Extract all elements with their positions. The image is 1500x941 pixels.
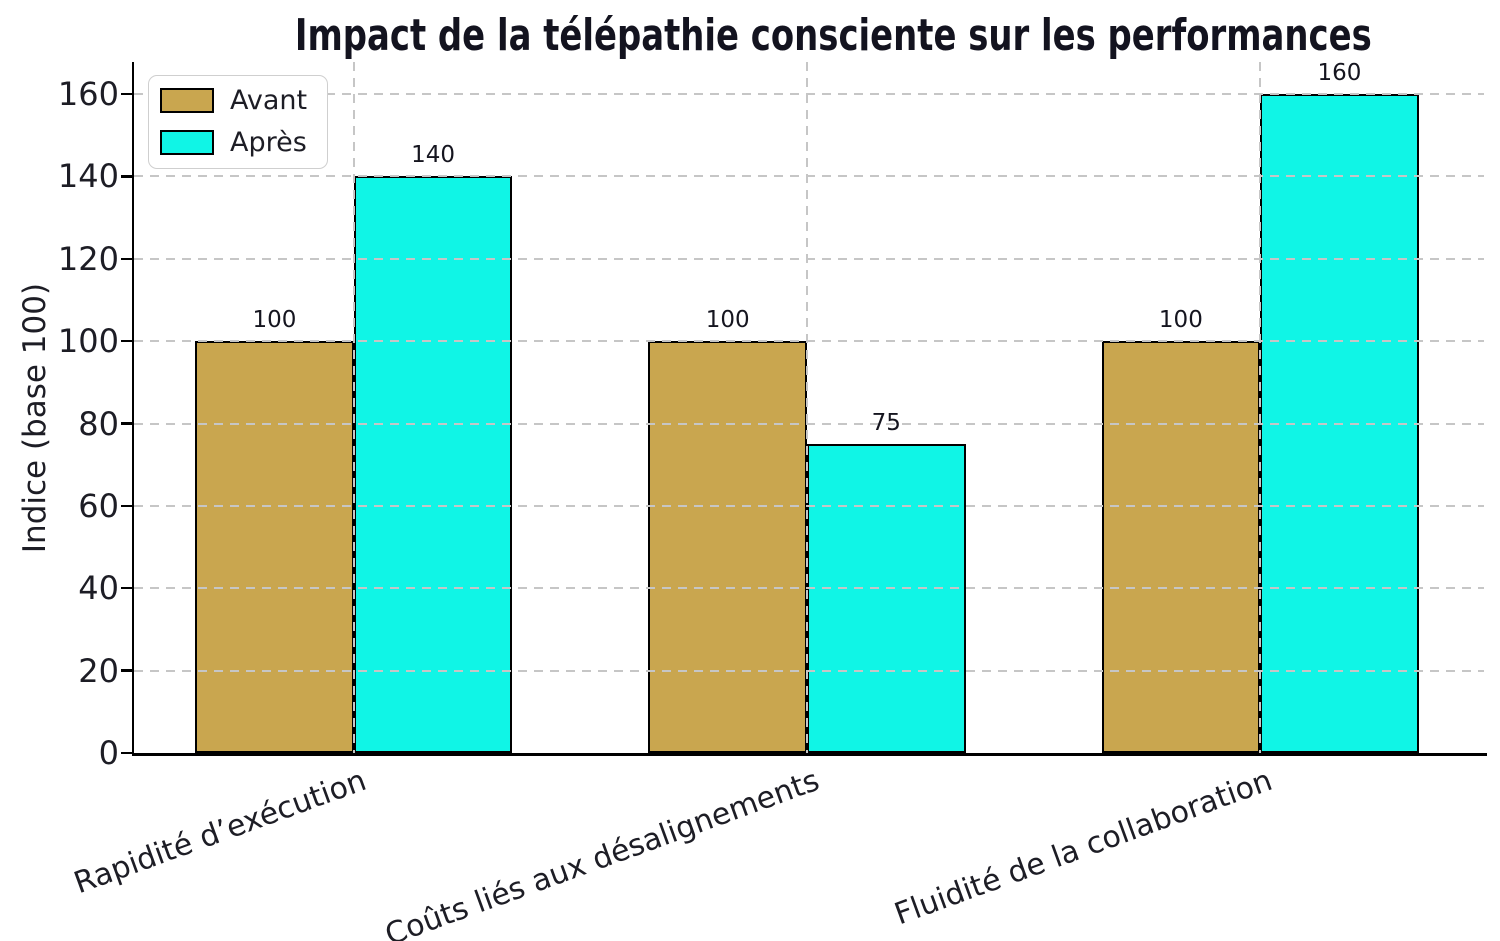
y-tick-label: 160: [57, 75, 119, 114]
y-tick-label: 0: [98, 734, 119, 772]
legend-label-apres: Après: [230, 127, 307, 158]
y-tick: [121, 669, 132, 672]
legend-swatch-apres: [160, 130, 214, 155]
gridline-h: [134, 93, 1484, 96]
x-tick-label: Fluidité de la collaboration: [890, 763, 1278, 933]
y-tick: [121, 587, 132, 590]
gridline-v: [1259, 62, 1262, 753]
legend-swatch-avant: [160, 88, 214, 113]
gridline-v: [806, 62, 808, 753]
legend-item-apres: Après: [160, 129, 307, 156]
bar-après-0: [353, 176, 513, 753]
x-tick-label: Rapidité d’exécution: [69, 763, 371, 902]
y-tick: [121, 92, 132, 96]
bar-value-label: 75: [871, 410, 901, 437]
bar-avant-0: [195, 341, 354, 753]
bar-value-label: 160: [1317, 60, 1362, 87]
y-tick-label: 80: [78, 404, 119, 443]
y-tick-label: 60: [78, 486, 119, 525]
gridline-h: [134, 257, 1484, 260]
bar-value-label: 100: [1158, 307, 1203, 334]
x-axis-spine: [132, 753, 1487, 756]
chart-title: Impact de la télépathie consciente sur l…: [134, 10, 1484, 61]
y-tick-label: 100: [57, 322, 119, 361]
legend-label-avant: Avant: [230, 85, 308, 116]
y-tick: [121, 340, 132, 343]
gridline-h: [134, 504, 1484, 507]
y-tick: [121, 175, 132, 178]
legend-item-avant: Avant: [160, 87, 307, 114]
bar-value-label: 100: [705, 307, 750, 334]
gridline-h: [134, 587, 1484, 590]
y-tick-label: 20: [78, 651, 119, 690]
gridline-h: [134, 669, 1484, 672]
y-tick: [121, 504, 132, 508]
bar-avant-1: [648, 341, 807, 753]
gridline-h: [134, 340, 1484, 343]
legend: Avant Après: [148, 75, 329, 169]
y-axis-spine: [132, 62, 135, 755]
y-tick: [121, 751, 132, 755]
y-tick-label: 140: [57, 157, 119, 196]
gridline-h: [134, 175, 1484, 178]
chart-title-text: Impact de la télépathie consciente sur l…: [294, 10, 1372, 61]
y-tick: [121, 422, 132, 425]
x-tick-label: Coûts liés aux désalignements: [380, 763, 824, 941]
bar-après-1: [807, 444, 966, 753]
y-tick-label: 40: [78, 569, 119, 608]
gridline-v: [352, 62, 355, 753]
bar-avant-2: [1101, 341, 1261, 753]
bar-value-label: 140: [411, 142, 456, 169]
y-tick: [121, 257, 132, 261]
gridline-h: [134, 422, 1484, 425]
bar-value-label: 100: [252, 307, 297, 334]
y-tick-label: 120: [57, 239, 119, 278]
